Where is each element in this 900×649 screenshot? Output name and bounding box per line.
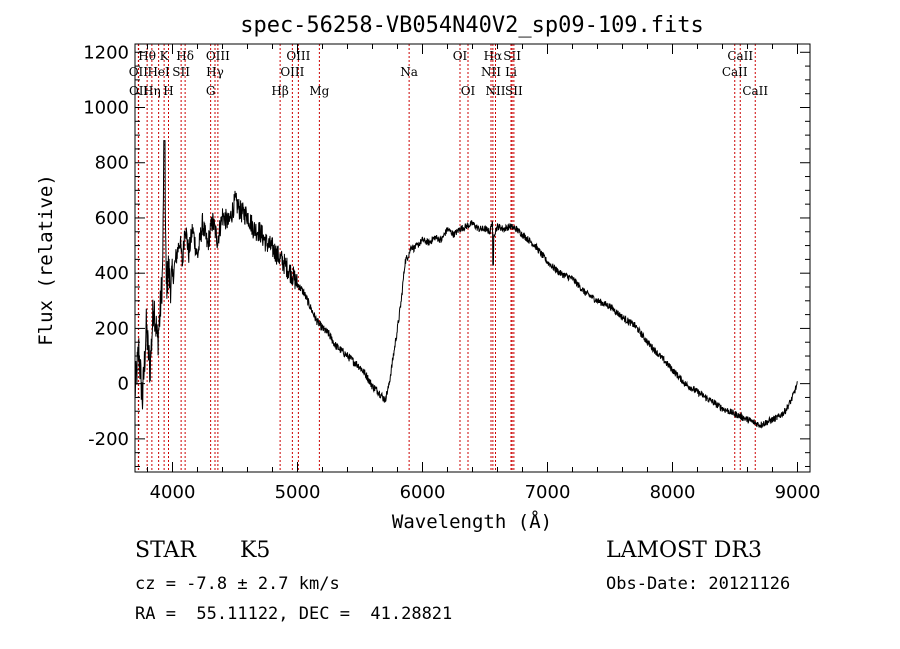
x-tick-label: 9000 [775,482,821,503]
subclass-label: K5 [240,538,271,563]
spectral-line-label: Li [505,65,517,79]
x-axis-title: Wavelength (Å) [392,510,552,533]
coordinates-text: RA = 55.11122, DEC = 41.28821 [135,604,453,624]
y-tick-label: 0 [118,374,129,395]
spectral-line-label: NII [481,65,501,79]
spectral-line-label: NII [486,84,506,98]
y-tick-label: 200 [95,318,129,339]
spectral-line-label: CaII [727,49,753,63]
spectral-line-label: Mg [309,84,329,98]
y-axis-title: Flux (relative) [35,174,57,346]
x-tick-label: 5000 [275,482,321,503]
y-tick-label: 400 [95,263,129,284]
spectral-line-label: Na [400,65,418,79]
spectral-line-label: OIII [286,49,310,63]
y-tick-label: 600 [95,208,129,229]
spectral-line-label: H [163,84,173,98]
x-tick-label: 4000 [150,482,196,503]
spectral-line-label: Hγ [206,65,224,79]
survey-label: LAMOST DR3 [606,538,762,563]
redshift-text: cz = -7.8 ± 2.7 km/s [135,574,340,594]
spectral-line-label: OII [129,84,149,98]
spectral-line-label: CaII [742,84,768,98]
spectral-line-label: Hη [143,84,161,98]
spectral-line-label: Hα [484,49,503,63]
y-tick-label: 800 [95,153,129,174]
x-tick-label: 7000 [525,482,571,503]
spectral-line-label: OI [461,84,476,98]
spectral-line-label: G [206,84,216,98]
spectral-line-label: SII [503,49,521,63]
spectral-line-label: Hθ [138,49,156,63]
chart-title: spec-56258-VB054N40V2_sp09-109.fits [240,13,704,38]
spectral-line-label: Hβ [271,84,288,98]
spectral-line-label: Hδ [176,49,194,63]
y-tick-label: 1200 [83,42,129,63]
spectral-line-label: CaII [722,65,748,79]
plot-frame [134,43,811,473]
spectral-line-label: OIII [206,49,230,63]
spectral-line-label: K [160,49,170,63]
class-label: STAR [135,538,196,563]
spectral-line-label: HeI [147,65,170,79]
y-tick-label: -200 [88,429,129,450]
axes: 4000 5000 6000 7000 8000 9000 -200 0 200 400 600 80… [83,42,820,503]
x-tick-label: 8000 [650,482,696,503]
x-tick-label: 6000 [400,482,446,503]
spectral-line-label: SII [505,84,523,98]
spectrum-series-flux [134,140,798,429]
obs-date-text: Obs-Date: 20121126 [606,574,791,594]
spectral-line-label: SII [172,65,190,79]
plot-area [134,140,798,429]
spectral-line-label: OI [453,49,468,63]
spectral-line-label: OIII [280,65,304,79]
y-tick-label: 1000 [83,98,129,119]
